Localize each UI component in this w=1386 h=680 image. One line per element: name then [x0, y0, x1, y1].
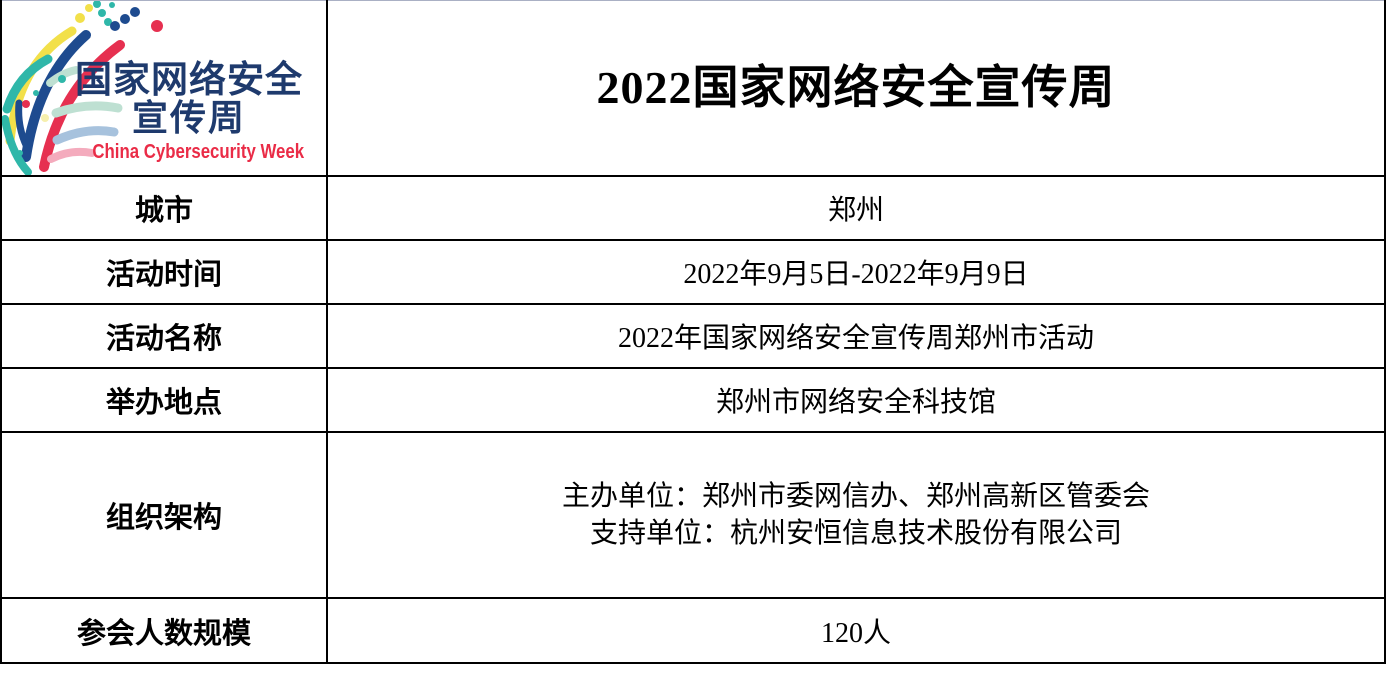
logo-dot: [104, 18, 112, 26]
logo-dot: [85, 4, 93, 12]
logo-arc: [3, 54, 53, 114]
title-cell: 2022国家网络安全宣传周: [326, 0, 1386, 177]
logo-dot: [75, 13, 85, 23]
logo-dot: [109, 2, 115, 8]
page-title: 2022国家网络安全宣传周: [596, 62, 1116, 113]
row-label: 城市: [0, 175, 328, 241]
logo-dot: [41, 114, 49, 122]
row-value: 主办单位：郑州市委网信办、郑州高新区管委会 支持单位：杭州安恒信息技术股份有限公…: [326, 431, 1386, 599]
logo-subtitle-english: China Cybersecurity Week: [92, 141, 305, 163]
row-value: 郑州: [326, 175, 1386, 241]
logo-arc: [3, 115, 32, 175]
logo-cell: 国家网络安全 宣传周 China Cybersecurity Week: [0, 0, 328, 177]
logo-dot: [33, 90, 39, 96]
logo-dot: [22, 100, 30, 108]
row-value: 郑州市网络安全科技馆: [326, 367, 1386, 433]
row-label: 举办地点: [0, 367, 328, 433]
logo-dot: [17, 150, 23, 156]
logo-dot: [120, 14, 130, 24]
logo-dot: [58, 75, 66, 83]
logo-arc: [46, 66, 80, 87]
logo-arc: [39, 40, 125, 172]
table-row-event-name: 活动名称 2022年国家网络安全宣传周郑州市活动: [0, 303, 1386, 369]
row-label: 活动名称: [0, 303, 328, 369]
table-row-city: 城市 郑州: [0, 175, 1386, 241]
logo-arc: [51, 101, 123, 118]
logo-title-line2: 宣传周: [131, 97, 246, 138]
table-row-event-time: 活动时间 2022年9月5日-2022年9月9日: [0, 239, 1386, 305]
logo-dot: [130, 7, 140, 17]
row-value: 2022年9月5日-2022年9月9日: [326, 239, 1386, 305]
logo-arc: [47, 147, 96, 163]
header-row: 国家网络安全 宣传周 China Cybersecurity Week 2022…: [0, 0, 1386, 177]
row-label: 参会人数规模: [0, 597, 328, 664]
row-label: 活动时间: [0, 239, 328, 305]
logo-dot: [93, 1, 101, 8]
logo-arc: [52, 126, 119, 145]
organizer-line: 主办单位：郑州市委网信办、郑州高新区管委会: [561, 481, 1150, 512]
row-value: 2022年国家网络安全宣传周郑州市活动: [326, 303, 1386, 369]
event-info-table: 国家网络安全 宣传周 China Cybersecurity Week 2022…: [0, 0, 1386, 664]
logo-dot: [110, 21, 120, 31]
logo-title-line1: 国家网络安全: [75, 59, 303, 100]
row-value: 120人: [326, 597, 1386, 664]
logo-text-block: 国家网络安全 宣传周 China Cybersecurity Week: [74, 61, 304, 162]
supporter-line: 支持单位：杭州安恒信息技术股份有限公司: [589, 518, 1122, 549]
logo-dot: [151, 20, 163, 32]
logo-dot: [25, 137, 33, 145]
logo-dot: [98, 9, 106, 17]
table-row-venue: 举办地点 郑州市网络安全科技馆: [0, 367, 1386, 433]
logo-arc: [15, 99, 31, 151]
row-label: 组织架构: [0, 431, 328, 599]
table-row-organization: 组织架构 主办单位：郑州市委网信办、郑州高新区管委会 支持单位：杭州安恒信息技术…: [0, 431, 1386, 599]
table-row-attendee-scale: 参会人数规模 120人: [0, 597, 1386, 664]
cybersecurity-week-logo-swoosh-icon: [3, 1, 163, 175]
